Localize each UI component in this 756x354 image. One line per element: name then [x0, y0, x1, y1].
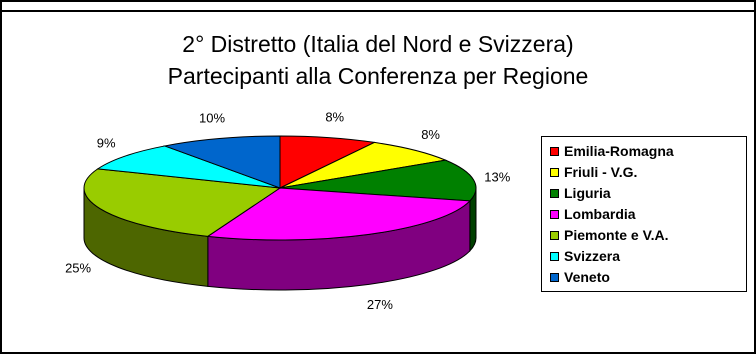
legend-label: Piemonte e V.A. [564, 227, 669, 243]
pie-slice [162, 135, 281, 189]
legend-swatch [550, 209, 559, 219]
pie-slice [83, 168, 282, 237]
legend-item: Veneto [550, 267, 610, 287]
pie-slice-label: 9% [97, 136, 116, 151]
chart-title: 2° Distretto (Italia del Nord e Svizzera… [182, 31, 574, 57]
pie-slice [279, 159, 477, 202]
pie-slice-label: 25% [65, 260, 91, 275]
pie-slice [96, 145, 281, 189]
pie-slice [206, 187, 471, 241]
pie-tops [83, 135, 477, 241]
legend-label: Svizzera [564, 248, 621, 264]
pie-slice-label: 8% [325, 109, 344, 124]
legend-swatch [550, 230, 559, 240]
legend-swatch [550, 251, 559, 261]
legend-item: Lombardia [550, 204, 636, 224]
legend-item: Liguria [550, 183, 611, 203]
legend-item: Svizzera [550, 246, 620, 266]
pie-slice-label: 27% [367, 297, 393, 312]
legend-label: Emilia-Romagna [564, 143, 674, 159]
legend-item: Friuli - V.G. [550, 162, 637, 182]
legend-label: Liguria [564, 185, 611, 201]
legend-item: Emilia-Romagna [550, 141, 674, 161]
legend-label: Friuli - V.G. [564, 164, 638, 180]
top-border-strip [2, 2, 754, 12]
legend-label: Veneto [564, 269, 610, 285]
pie-slice-label: 8% [421, 127, 440, 142]
pie-slice [279, 135, 377, 189]
legend-swatch [550, 272, 559, 282]
legend-swatch [550, 146, 559, 156]
pie-sides [83, 187, 477, 291]
pie-slice-label: 13% [484, 169, 510, 184]
legend: Emilia-Romagna Friuli - V.G. Liguria Lom… [541, 136, 747, 292]
legend-swatch [550, 167, 559, 177]
legend-swatch [550, 188, 559, 198]
pie-slice [279, 141, 448, 189]
chart-subtitle: Partecipanti alla Conferenza per Regione [167, 63, 589, 89]
legend-label: Lombardia [564, 206, 636, 222]
pie-slice-label: 10% [199, 111, 225, 126]
legend-item: Piemonte e V.A. [550, 225, 669, 245]
